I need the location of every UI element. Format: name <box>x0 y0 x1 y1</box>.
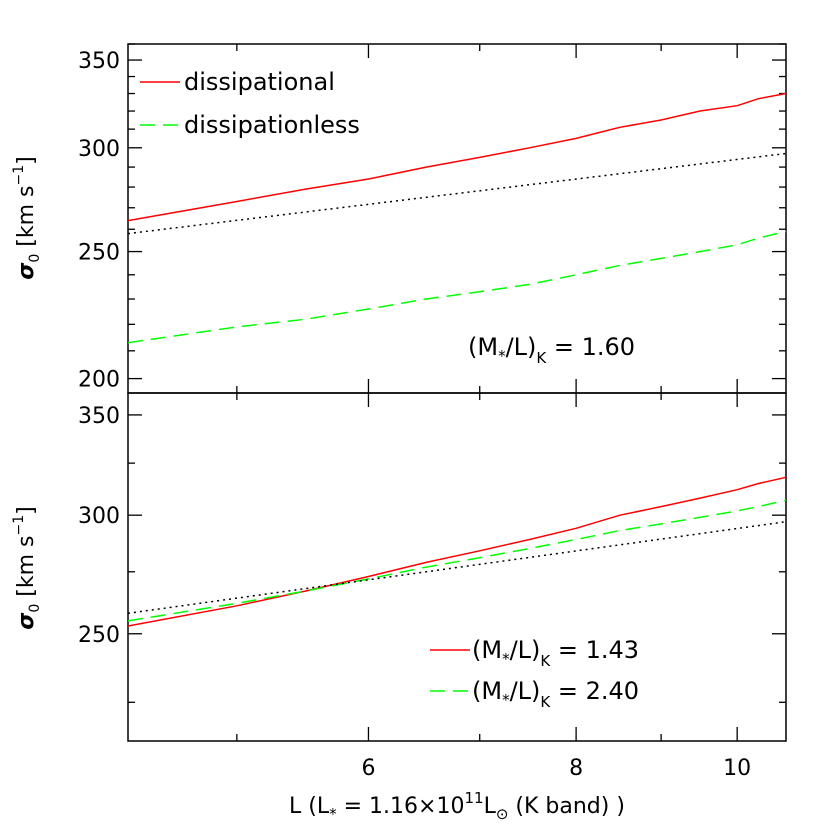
bottom-panel-ticks <box>128 393 786 741</box>
y-tick-label: 350 <box>78 49 120 74</box>
bottom-panel-legend: (M*/L)K = 1.43 (M*/L)K = 2.40 <box>430 636 639 711</box>
y-tick-label: 350 <box>78 404 120 429</box>
top-panel-ratio-annotation: (M*/L)K = 1.60 <box>468 333 635 367</box>
y-tick-label: 300 <box>78 504 120 529</box>
top-panel-y-tick-labels: 200 250 300 350 <box>78 49 120 393</box>
bottom-panel: 250 300 350 6 8 10 σ0 [km s−1] (M*/L)K = 1.4… <box>11 392 787 781</box>
bottom-panel-frame <box>127 392 787 742</box>
x-tick-label: 8 <box>569 756 583 781</box>
top-panel-frame <box>127 43 787 394</box>
top-panel-y-axis-label: σ0 [km s−1] <box>11 156 43 280</box>
y-tick-label: 200 <box>78 368 120 393</box>
top-panel-legend: dissipational dissipationless <box>140 68 360 139</box>
bottom-panel-y-axis-label: σ0 [km s−1] <box>11 506 43 630</box>
series-line-dissipationless <box>127 230 787 344</box>
x-tick-label: 10 <box>723 756 751 781</box>
legend-label-ratio-240: (M*/L)K = 2.40 <box>472 677 639 711</box>
legend-label-dissipationless: dissipationless <box>184 111 360 139</box>
series-line-reference-dotted <box>127 520 787 615</box>
top-panel-ylabel-text: σ0 [km s−1] <box>11 156 43 280</box>
x-tick-label: 6 <box>361 756 375 781</box>
series-line--m-l-k-1-43 <box>127 476 787 627</box>
legend-label-dissipational: dissipational <box>184 68 335 96</box>
series-line-reference-dotted <box>127 152 787 235</box>
series-line-dissipational <box>127 92 787 222</box>
y-tick-label: 250 <box>78 623 120 648</box>
y-tick-label: 300 <box>78 137 120 162</box>
bottom-panel-series <box>127 476 787 627</box>
y-tick-label: 250 <box>78 241 120 266</box>
top-panel-series <box>127 92 787 344</box>
top-panel-ticks <box>128 43 786 393</box>
series-line--m-l-k-2-40 <box>127 499 787 622</box>
bottom-panel-y-tick-labels: 250 300 350 <box>78 404 120 648</box>
legend-label-ratio-143: (M*/L)K = 1.43 <box>472 636 639 670</box>
x-axis-label: L (L* = 1.16×1011L⊙ (K band) ) <box>289 789 625 823</box>
bottom-panel-x-tick-labels: 6 8 10 <box>361 756 751 781</box>
bottom-panel-ylabel-text: σ0 [km s−1] <box>11 506 43 630</box>
top-panel: 200 250 300 350 σ0 [km s−1] dissipational d… <box>11 43 787 394</box>
